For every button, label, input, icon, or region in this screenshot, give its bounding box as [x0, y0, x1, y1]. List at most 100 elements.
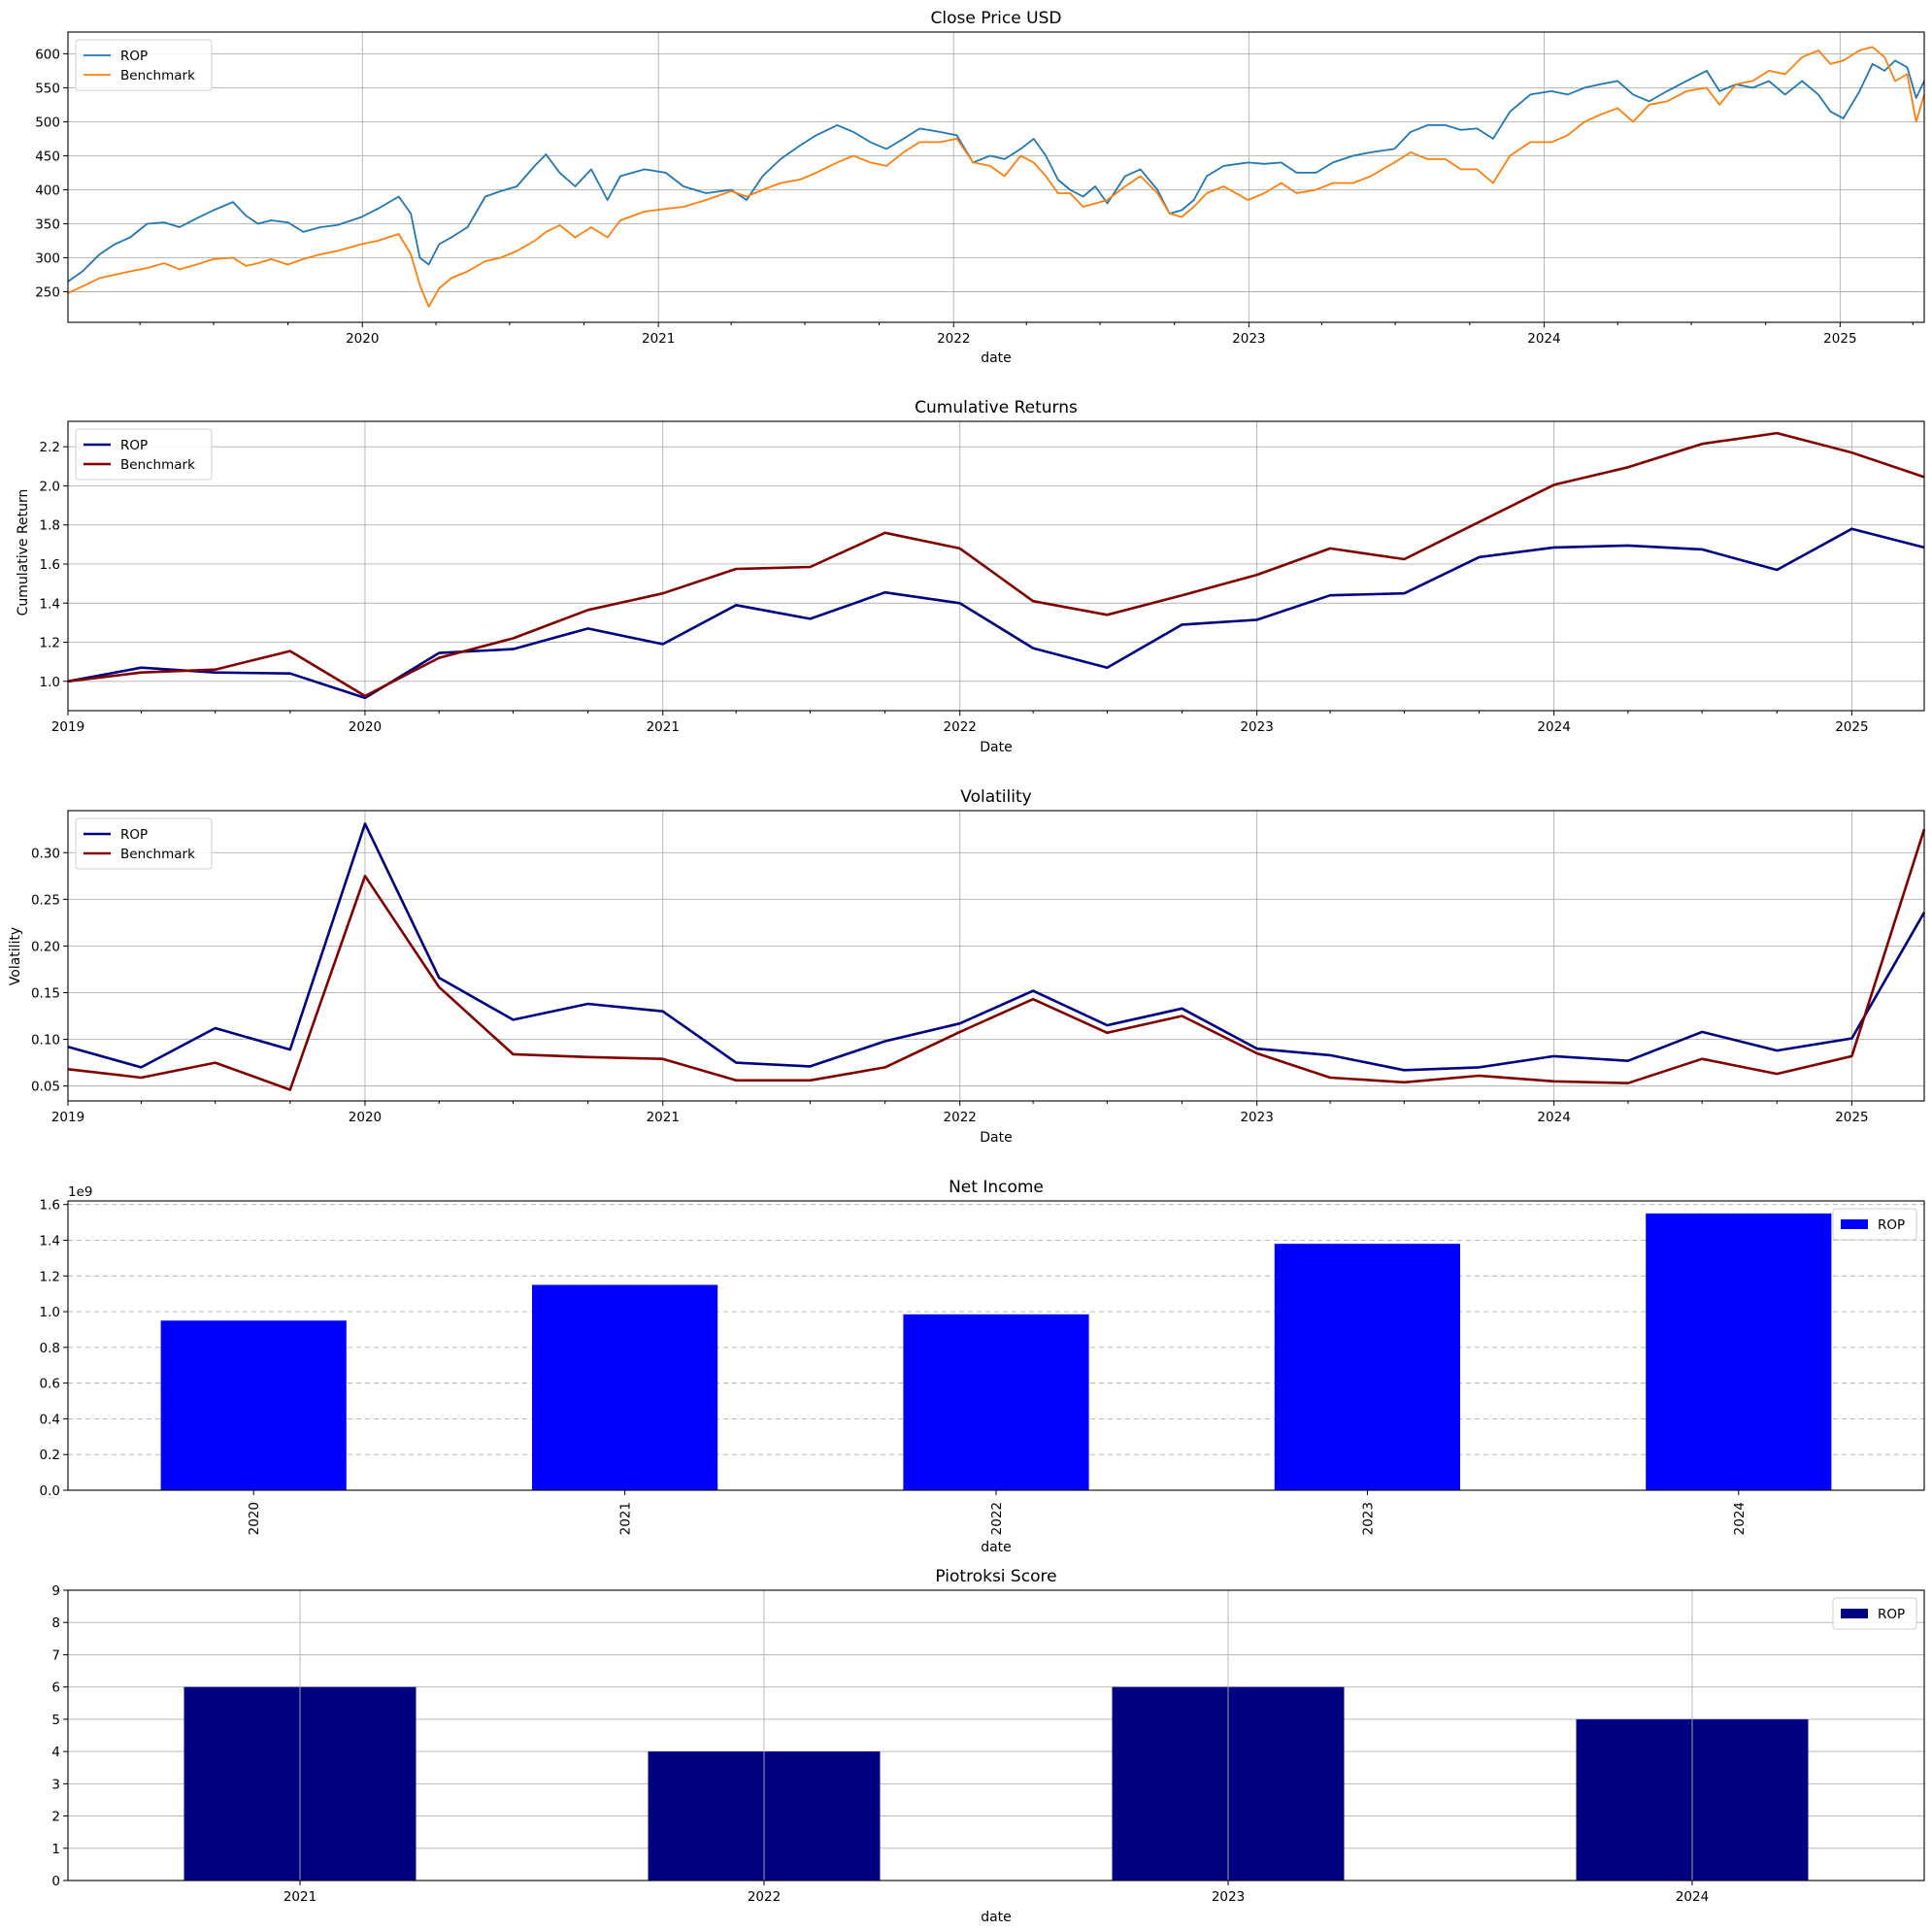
legend: ROP Benchmark [75, 817, 213, 870]
x-tick-label: 2021 [647, 1110, 680, 1125]
y-tick-label: 1.0 [40, 675, 60, 690]
legend-swatch [1841, 1609, 1868, 1618]
legend-box [75, 428, 213, 481]
y-tick-label: 1.4 [40, 596, 60, 612]
bar [532, 1284, 718, 1490]
y-axis-offset-label: 1e9 [68, 1184, 92, 1200]
x-tick-label: 2023 [1240, 1110, 1273, 1125]
y-axis-label: Volatility [8, 927, 23, 985]
y-tick-label: 1.6 [40, 557, 60, 573]
x-tick-label: 2022 [944, 1110, 977, 1125]
series-line [67, 822, 1926, 1072]
y-tick-label: 2 [51, 1810, 60, 1825]
y-tick-label: 1.6 [40, 1198, 60, 1214]
axes-frame [67, 1589, 1925, 1881]
x-tick-label: 2020 [247, 1502, 262, 1535]
series-line [67, 59, 1925, 283]
chart-title: Piotroksi Score [935, 1567, 1056, 1586]
legend-swatch [1841, 1219, 1868, 1229]
x-tick-label: 2024 [1676, 1889, 1709, 1905]
y-tick-label: 0.0 [40, 1483, 60, 1499]
y-tick-label: 600 [35, 47, 60, 62]
y-tick-label: 5 [51, 1713, 60, 1728]
x-tick-label: 2023 [1360, 1502, 1376, 1535]
y-tick-label: 0.8 [40, 1341, 60, 1356]
y-tick-label: 0.15 [31, 985, 60, 1001]
y-tick-label: 0.05 [31, 1080, 60, 1095]
x-tick-label: 2024 [1732, 1502, 1748, 1535]
chart-piotroski-score: Piotroksi Score 0 1 2 3 4 5 6 7 8 9 2021 2022 2023 20… [51, 1567, 1925, 1925]
y-tick-label: 1.4 [40, 1233, 60, 1248]
y-tick-label: 7 [51, 1648, 60, 1663]
x-tick-label: 2023 [1240, 719, 1273, 735]
legend: ROP Benchmark [75, 428, 213, 481]
y-tick-label: 300 [35, 250, 60, 266]
legend-box [75, 39, 213, 91]
x-tick-label: 2025 [1835, 719, 1868, 735]
y-tick-label: 550 [35, 81, 60, 96]
chart-title: Close Price USD [931, 9, 1062, 28]
y-tick-label: 9 [51, 1583, 60, 1599]
y-tick-label: 6 [51, 1681, 60, 1696]
y-tick-label: 0.2 [40, 1448, 60, 1463]
y-tick-label: 0.25 [31, 892, 60, 908]
y-tick-label: 2.0 [40, 479, 60, 494]
chart-title: Net Income [949, 1178, 1044, 1197]
y-tick-label: 1.2 [40, 636, 60, 651]
x-tick-label: 2022 [937, 331, 970, 347]
x-axis-label: Date [980, 1130, 1012, 1146]
axes-frame [67, 31, 1925, 323]
y-tick-label: 250 [35, 284, 60, 300]
y-tick-label: 0.20 [31, 939, 60, 954]
legend: ROP Benchmark [75, 39, 213, 91]
y-tick-label: 0.10 [31, 1033, 60, 1049]
x-tick-label: 2021 [647, 719, 680, 735]
legend-box [75, 817, 213, 870]
legend-label: Benchmark [120, 68, 195, 83]
legend-label: Benchmark [120, 847, 195, 862]
y-tick-label: 400 [35, 183, 60, 198]
series-line [67, 527, 1925, 700]
axes-frame [67, 810, 1925, 1102]
legend-label: ROP [120, 438, 148, 453]
series-line [67, 46, 1925, 308]
legend-label: ROP [120, 49, 148, 64]
legend-label: Benchmark [120, 457, 195, 473]
y-tick-label: 1.2 [40, 1269, 60, 1284]
legend-box [1832, 1597, 1917, 1630]
chart-title: Cumulative Returns [915, 398, 1078, 417]
x-tick-label: 2021 [642, 331, 675, 347]
x-tick-label: 2020 [346, 331, 379, 347]
y-tick-label: 0.4 [40, 1412, 60, 1427]
x-tick-label: 2024 [1537, 1110, 1570, 1125]
x-tick-label: 2019 [51, 719, 84, 735]
x-axis-label: date [981, 1540, 1012, 1555]
axes-frame [67, 420, 1925, 712]
x-tick-label: 2023 [1232, 331, 1265, 347]
legend: ROP [1832, 1597, 1917, 1630]
chart-cumulative-returns: Cumulative Returns 1.0 1.2 1.4 1.6 1.8 2.0 2.2… [16, 398, 1925, 755]
bar [1646, 1213, 1832, 1490]
y-tick-label: 0.6 [40, 1377, 60, 1392]
x-tick-label: 2022 [944, 719, 977, 735]
y-tick-label: 4 [51, 1745, 60, 1760]
legend-label: ROP [1878, 1607, 1905, 1622]
y-tick-label: 1.8 [40, 518, 60, 534]
legend-label: ROP [120, 827, 148, 843]
chart-close-price: Close Price USD 250 300 350 400 450 500 550 600… [35, 9, 1925, 366]
x-tick-label: 2021 [283, 1889, 316, 1905]
bar [160, 1320, 347, 1490]
y-tick-label: 1.0 [40, 1305, 60, 1320]
bar [903, 1314, 1089, 1490]
y-tick-label: 350 [35, 216, 60, 232]
x-tick-label: 2020 [349, 719, 382, 735]
x-tick-label: 2025 [1835, 1110, 1868, 1125]
x-tick-label: 2025 [1823, 331, 1856, 347]
chart-volatility: Volatility 0.05 0.10 0.15 0.20 0.25 0.30 2019 2… [8, 787, 1926, 1146]
y-tick-label: 0 [51, 1874, 60, 1889]
chart-net-income: Net Income 1e9 0.0 0.2 0.4 0.6 0.8 1.0 1.2 1.4 1… [40, 1178, 1925, 1555]
x-tick-label: 2021 [618, 1502, 634, 1535]
x-axis-label: date [981, 350, 1012, 366]
y-tick-label: 2.2 [40, 440, 60, 455]
x-axis-label: Date [980, 740, 1012, 755]
